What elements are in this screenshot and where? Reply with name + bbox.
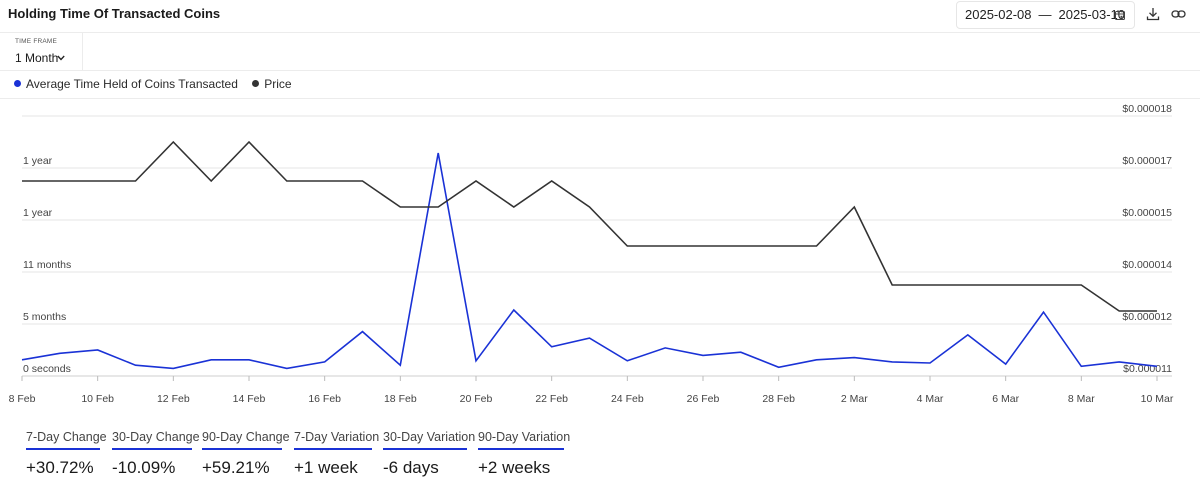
stat-item[interactable]: 7-Day Change +30.72%: [26, 430, 107, 478]
stat-underline: [478, 448, 564, 450]
link-icon[interactable]: [1171, 7, 1186, 21]
left-axis-label: 1 year: [23, 155, 53, 167]
stat-value: -6 days: [383, 458, 439, 477]
stat-underline: [202, 448, 282, 450]
chart-title: Holding Time Of Transacted Coins: [8, 6, 221, 21]
stat-underline: [294, 448, 372, 450]
date-start: 2025-02-08: [965, 7, 1032, 22]
stat-value: +2 weeks: [478, 458, 551, 477]
stat-label: 7-Day Variation: [294, 430, 380, 444]
stat-label: 90-Day Variation: [478, 430, 571, 444]
x-axis-label: 12 Feb: [157, 393, 190, 405]
stat-item[interactable]: 90-Day Change +59.21%: [202, 430, 290, 478]
calendar-icon[interactable]: [1115, 10, 1125, 20]
stat-label: 7-Day Change: [26, 430, 107, 444]
date-range-picker[interactable]: 2025-02-08 — 2025-03-10: [956, 1, 1135, 29]
x-axis-label: 8 Feb: [9, 393, 36, 405]
x-axis-label: 8 Mar: [1068, 393, 1095, 405]
x-axis-label: 22 Feb: [535, 393, 568, 405]
x-axis-label: 6 Mar: [992, 393, 1019, 405]
timeframe-label: TIME FRAME: [15, 38, 58, 45]
left-axis-label: 5 months: [23, 311, 66, 323]
x-axis-label: 24 Feb: [611, 393, 644, 405]
right-axis-label: $0.000018: [1122, 103, 1172, 115]
stat-label: 90-Day Change: [202, 430, 290, 444]
x-axis-label: 10 Feb: [81, 393, 114, 405]
stat-underline: [383, 448, 467, 450]
chart-header: Holding Time Of Transacted Coins 2025-02…: [0, 0, 1200, 33]
x-axis-label: 28 Feb: [762, 393, 795, 405]
line-chart: 0 seconds 5 months 11 months 1 year 1 year $0…: [9, 103, 1174, 405]
stat-item[interactable]: 7-Day Variation +1 week: [294, 430, 379, 478]
x-axis-label: 26 Feb: [687, 393, 720, 405]
series-line-price: [22, 140, 1157, 312]
x-axis-label: 16 Feb: [308, 393, 341, 405]
stat-item[interactable]: 30-Day Variation -6 days: [383, 430, 475, 478]
right-axis-label: $0.000015: [1122, 207, 1172, 219]
left-axis-label: 1 year: [23, 207, 53, 219]
stat-label: 30-Day Variation: [383, 430, 476, 444]
stat-value: -10.09%: [112, 458, 176, 477]
download-icon[interactable]: [1146, 7, 1160, 21]
chevron-down-icon[interactable]: [57, 55, 65, 61]
x-axis-label: 2 Mar: [841, 393, 868, 405]
divider: [0, 70, 1200, 71]
stat-item[interactable]: 90-Day Variation +2 weeks: [478, 430, 570, 478]
stat-value: +1 week: [294, 458, 358, 477]
legend-label-holding-time: Average Time Held of Coins Transacted: [26, 76, 238, 91]
right-axis-label: $0.000011: [1123, 363, 1172, 375]
legend-dot-price: [252, 80, 260, 87]
right-axis-label: $0.000012: [1122, 311, 1172, 323]
divider: [0, 98, 1200, 99]
stat-label: 30-Day Change: [112, 430, 200, 444]
legend-dot-holding-time: [14, 80, 21, 87]
stat-value: +30.72%: [26, 458, 94, 477]
x-axis-label: 18 Feb: [384, 393, 417, 405]
right-axis-label: $0.000014: [1122, 259, 1172, 271]
date-range-text: 2025-02-08 — 2025-03-10: [965, 7, 1125, 22]
stat-value: +59.21%: [202, 458, 270, 477]
legend-label-price: Price: [264, 76, 292, 91]
stat-item[interactable]: 30-Day Change -10.09%: [112, 430, 200, 478]
x-axis-label: 4 Mar: [917, 393, 944, 405]
date-separator: —: [1038, 7, 1052, 22]
legend-item-holding-time[interactable]: Average Time Held of Coins Transacted: [14, 77, 238, 91]
x-axis-label: 20 Feb: [460, 393, 493, 405]
stat-underline: [112, 448, 192, 450]
timeframe-value: 1 Month: [15, 51, 59, 65]
legend-item-price[interactable]: Price: [252, 76, 292, 91]
left-axis-label: 11 months: [23, 259, 71, 271]
date-end: 2025-03-10: [1058, 7, 1126, 22]
left-axis-label: 0 seconds: [23, 363, 71, 375]
right-axis-label: $0.000017: [1122, 155, 1172, 167]
timeframe-selector[interactable]: TIME FRAME 1 Month: [0, 32, 83, 70]
x-axis-label: 14 Feb: [233, 393, 266, 405]
chart-legend: Average Time Held of Coins Transacted Pr…: [14, 76, 303, 92]
stat-underline: [26, 448, 100, 450]
series-line-holding-time: [21, 152, 1158, 370]
x-axis-label: 10 Mar: [1141, 393, 1174, 405]
